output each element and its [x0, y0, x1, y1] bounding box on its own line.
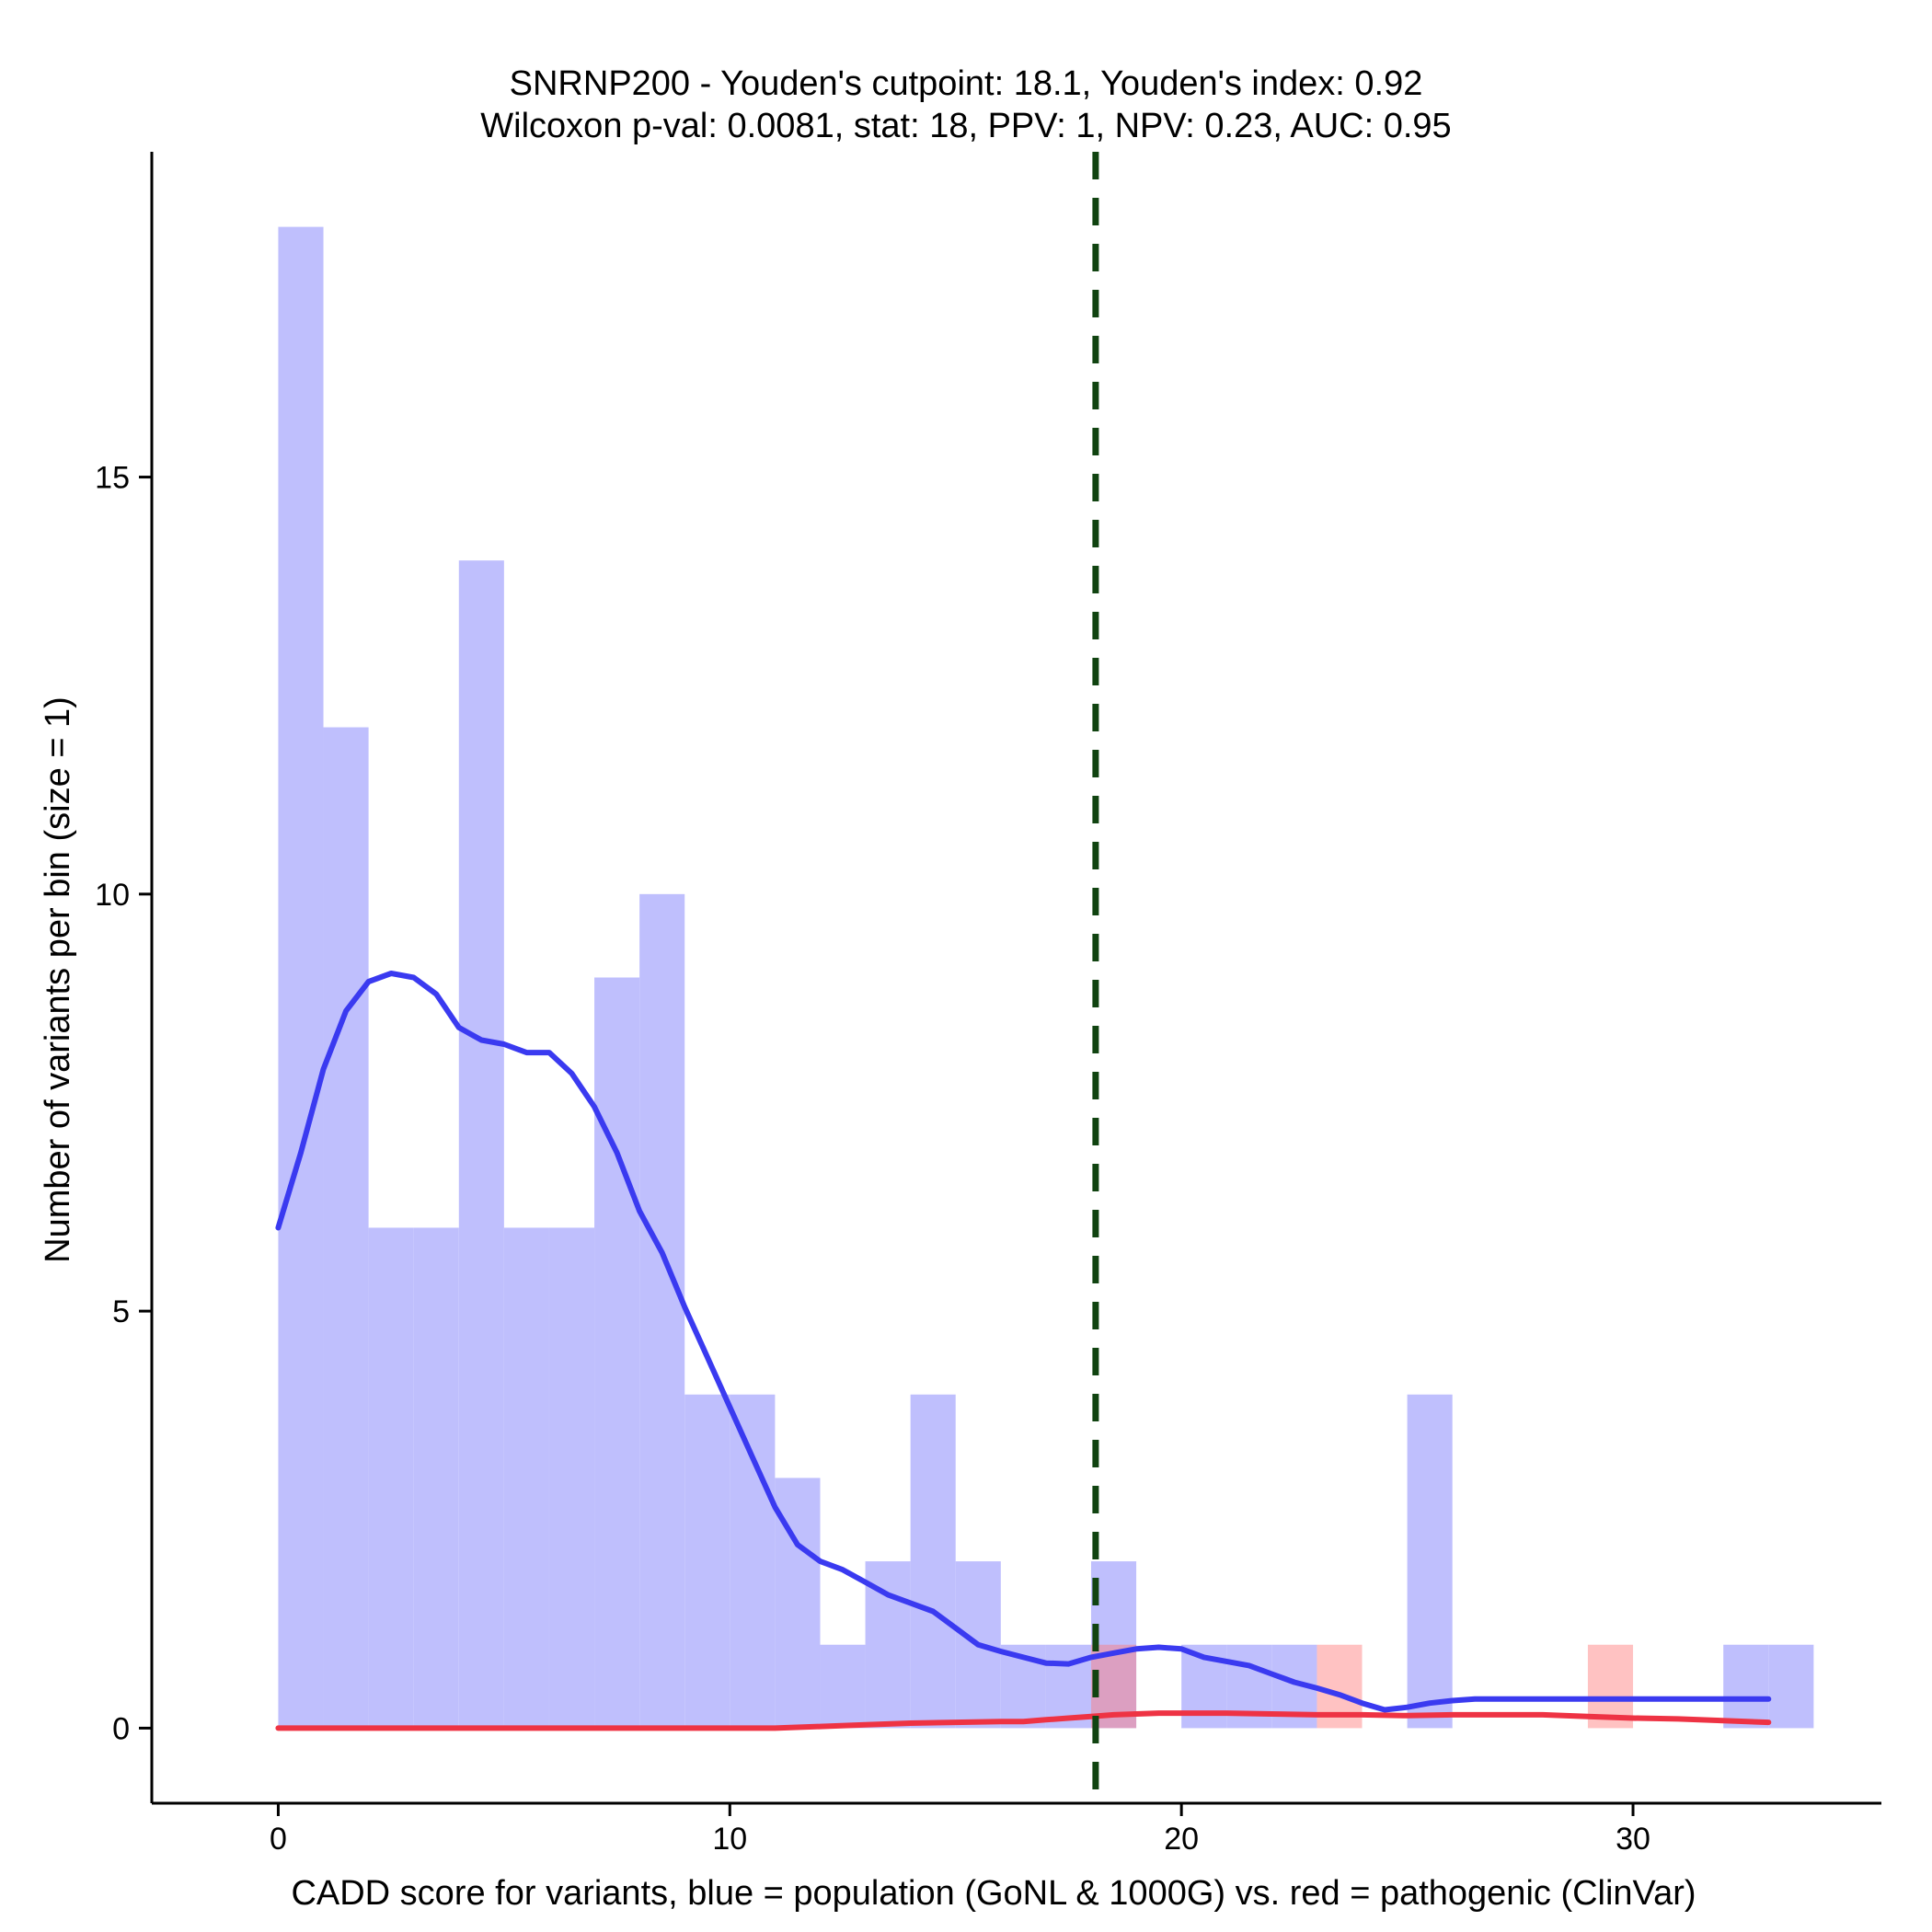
axes: 0 10 20 30 0 5 10 15 [95, 152, 1881, 1857]
x-axis-label: CADD score for variants, blue = populati… [291, 1874, 1696, 1913]
chart-title-line-1: SNRNP200 - Youden's cutpoint: 18.1, Youd… [509, 64, 1423, 103]
population-bar [594, 977, 640, 1729]
population-bar [1723, 1644, 1769, 1729]
x-tick-label: 0 [270, 1822, 287, 1857]
population-density-line [275, 971, 1772, 1713]
population-bar [910, 1394, 956, 1729]
chart-title-line-2: Wilcoxon p-val: 0.0081, stat: 18, PPV: 1… [480, 107, 1452, 145]
x-tick-label: 30 [1616, 1822, 1650, 1857]
y-tick-label: 10 [95, 878, 130, 913]
population-bar [1407, 1394, 1453, 1729]
population-bar [278, 226, 324, 1729]
pathogenic-density-line [275, 1710, 1772, 1731]
population-bar [503, 1227, 549, 1729]
population-bar [368, 1227, 414, 1729]
population-bars [278, 226, 1814, 1729]
population-bar [413, 1227, 459, 1729]
y-tick-label: 15 [95, 461, 130, 496]
population-bar [730, 1394, 776, 1729]
population-bar [1768, 1644, 1814, 1729]
x-tick-label: 20 [1164, 1822, 1199, 1857]
population-bar [458, 560, 504, 1729]
y-axis-label: Number of variants per bin (size = 1) [39, 696, 77, 1263]
population-bar [639, 893, 685, 1729]
population-bar [323, 727, 369, 1729]
y-tick-label: 0 [112, 1711, 130, 1746]
y-tick-label: 5 [112, 1294, 130, 1329]
population-bar [548, 1227, 595, 1729]
population-bar [684, 1394, 730, 1729]
density-lines [275, 971, 1772, 1731]
population-bar [820, 1644, 866, 1729]
x-tick-label: 10 [712, 1822, 747, 1857]
